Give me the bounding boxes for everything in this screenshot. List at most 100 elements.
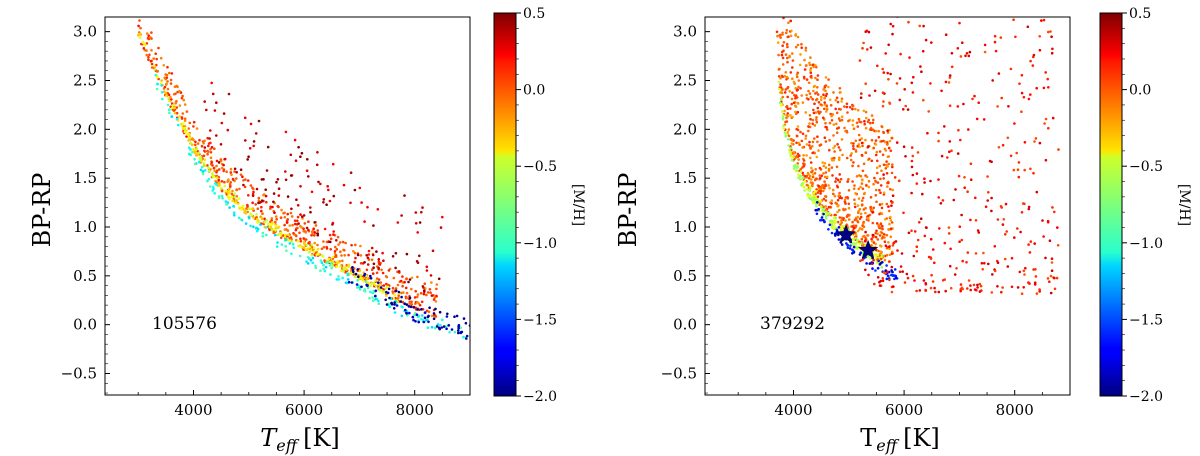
star-point (405, 314, 409, 317)
star-point (455, 314, 459, 318)
star-point (839, 223, 842, 226)
star-point (977, 231, 981, 234)
star-point (1050, 51, 1054, 55)
star-point (953, 273, 957, 276)
star-point (976, 229, 980, 232)
star-point (940, 154, 944, 158)
star-point (832, 146, 835, 150)
star-point (272, 200, 275, 204)
star-point (959, 289, 962, 293)
star-point (852, 226, 856, 230)
star-point (895, 82, 899, 85)
star-point (301, 215, 304, 218)
star-point (312, 246, 316, 250)
star-point (337, 278, 341, 281)
star-point (804, 46, 808, 50)
star-point (208, 137, 211, 140)
star-point (226, 180, 229, 183)
x-tick-label: 8000 (396, 401, 434, 419)
star-point (1027, 207, 1031, 211)
star-point (365, 277, 369, 281)
star-point (388, 305, 392, 309)
star-point (929, 179, 932, 183)
star-point (803, 68, 807, 71)
star-point (432, 298, 436, 301)
star-point (187, 146, 191, 149)
star-point (804, 137, 807, 140)
star-point (789, 146, 793, 150)
star-point (319, 182, 322, 186)
star-point (1023, 141, 1027, 144)
star-point (832, 158, 835, 162)
star-point (813, 124, 817, 127)
star-point (834, 98, 838, 102)
star-point (876, 238, 880, 241)
star-point (790, 138, 794, 142)
star-point (886, 274, 890, 278)
star-point (400, 295, 403, 299)
star-point (209, 156, 213, 159)
star-point (814, 64, 817, 67)
star-point (235, 177, 238, 180)
star-point (937, 178, 940, 181)
star-point (236, 202, 240, 205)
star-point (839, 148, 842, 152)
star-point (785, 105, 788, 109)
star-point (874, 153, 878, 157)
star-point (874, 194, 878, 197)
star-point (344, 241, 347, 245)
star-point (1014, 35, 1017, 39)
star-point (154, 73, 157, 77)
star-point (401, 305, 404, 309)
star-point (220, 189, 224, 193)
star-point (165, 94, 168, 97)
star-point (810, 166, 813, 170)
star-point (824, 89, 827, 93)
star-point (327, 257, 331, 261)
star-point (418, 221, 422, 224)
colorbar-tick-label: 0.0 (1129, 83, 1151, 99)
star-point (393, 294, 397, 297)
star-point (919, 65, 922, 68)
star-point (796, 165, 800, 168)
star-point (384, 298, 388, 302)
star-point (370, 282, 374, 286)
star-point (875, 150, 879, 154)
star-point (884, 52, 887, 55)
star-point (871, 267, 874, 270)
star-point (437, 326, 441, 330)
star-point (401, 284, 404, 288)
star-point (787, 128, 791, 131)
x-tick-label: 6000 (285, 401, 323, 419)
star-point (888, 101, 891, 104)
star-point (825, 108, 829, 111)
star-point (392, 307, 396, 310)
star-point (1013, 122, 1016, 125)
star-point (837, 146, 841, 149)
star-point (846, 180, 849, 183)
star-point (887, 205, 890, 208)
star-point (204, 169, 207, 172)
star-point (795, 134, 799, 138)
star-point (813, 151, 816, 155)
star-point (147, 34, 150, 37)
star-point (872, 258, 875, 262)
star-point (803, 58, 806, 62)
star-point (856, 125, 860, 128)
star-point (341, 276, 344, 280)
star-point (249, 122, 253, 126)
star-point (866, 234, 870, 237)
star-point (298, 254, 302, 258)
star-point (910, 165, 914, 169)
star-point (401, 300, 405, 304)
star-point (991, 273, 994, 276)
star-point (993, 34, 997, 38)
star-point (962, 102, 965, 106)
star-point (844, 219, 847, 222)
star-point (979, 284, 983, 288)
star-point (776, 34, 779, 38)
star-point (244, 222, 248, 225)
star-point (192, 148, 195, 151)
star-point (1053, 276, 1056, 280)
star-point (217, 181, 221, 185)
